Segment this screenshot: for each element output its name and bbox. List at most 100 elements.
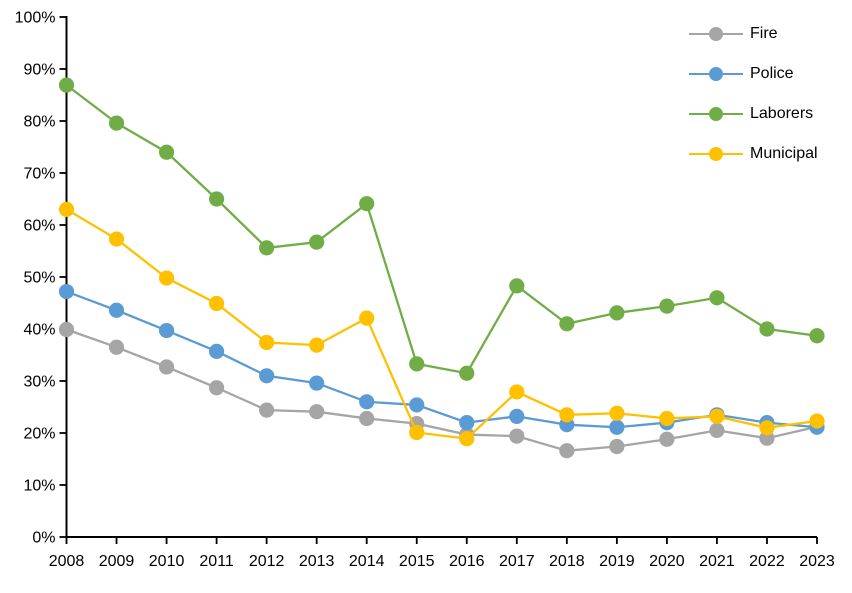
x-axis-label: 2009	[99, 553, 135, 570]
data-point-laborers	[709, 290, 725, 306]
legend-item-fire: Fire	[689, 14, 818, 54]
y-axis-label: 90%	[23, 62, 55, 79]
data-point-police	[259, 368, 275, 384]
data-point-municipal	[459, 431, 475, 447]
legend-item-police: Police	[689, 54, 818, 94]
data-point-laborers	[158, 144, 175, 160]
legend-item-municipal: Municipal	[689, 134, 818, 174]
x-axis-label: 2021	[699, 553, 735, 570]
y-axis-label: 20%	[23, 426, 55, 443]
data-point-municipal	[509, 384, 525, 400]
y-axis-label: 100%	[15, 10, 56, 27]
data-point-laborers	[609, 305, 625, 321]
data-point-fire	[209, 380, 225, 396]
data-point-municipal	[709, 408, 725, 424]
data-point-municipal	[609, 405, 625, 421]
data-point-laborers	[209, 191, 225, 207]
x-axis-label: 2020	[649, 553, 685, 570]
data-point-fire	[559, 443, 575, 459]
data-point-police	[609, 419, 625, 435]
municipal-series-swatch-icon	[689, 146, 743, 162]
data-point-municipal	[759, 420, 775, 436]
legend-label-laborers: Laborers	[750, 105, 814, 122]
data-point-fire	[158, 359, 175, 375]
y-axis-label: 80%	[23, 114, 55, 131]
data-point-laborers	[659, 298, 675, 314]
data-point-laborers	[759, 321, 775, 337]
legend: Fire Police Laborers Municipal	[689, 14, 818, 174]
x-axis-label: 2012	[249, 553, 285, 570]
x-axis-label: 2008	[49, 553, 85, 570]
data-point-laborers	[108, 115, 125, 131]
x-axis-label: 2010	[149, 553, 185, 570]
x-axis-label: 2018	[549, 553, 585, 570]
y-axis-label: 30%	[23, 374, 55, 391]
data-point-municipal	[58, 201, 75, 217]
x-axis-label: 2011	[199, 553, 234, 570]
x-axis-label: 2013	[299, 553, 335, 570]
data-point-police	[158, 322, 175, 339]
y-axis-label: 40%	[23, 322, 55, 339]
data-point-municipal	[559, 407, 575, 423]
data-point-police	[108, 302, 125, 318]
data-point-police	[58, 283, 75, 300]
data-point-laborers	[559, 316, 575, 332]
legend-label-municipal: Municipal	[750, 145, 818, 162]
data-point-municipal	[209, 295, 225, 312]
y-axis-label: 0%	[32, 530, 55, 547]
data-point-fire	[759, 430, 775, 446]
laborers-series-swatch-icon	[689, 106, 743, 122]
data-point-police	[359, 394, 375, 410]
data-point-fire	[309, 404, 325, 420]
police-series-swatch-icon	[689, 66, 743, 82]
legend-item-laborers: Laborers	[689, 94, 818, 134]
x-axis-label: 2017	[499, 553, 535, 570]
series-line-municipal	[65, 208, 818, 440]
data-point-municipal	[309, 337, 325, 353]
data-point-municipal	[158, 270, 175, 286]
data-point-municipal	[108, 231, 125, 247]
data-point-laborers	[809, 328, 825, 344]
data-point-police	[309, 375, 325, 391]
data-point-laborers	[259, 240, 275, 256]
data-point-fire	[709, 422, 725, 438]
data-point-laborers	[509, 278, 525, 294]
fire-series-swatch-icon	[689, 26, 743, 42]
x-axis-label: 2016	[449, 553, 485, 570]
data-point-fire	[359, 410, 375, 427]
data-point-municipal	[259, 334, 275, 351]
data-point-fire	[108, 339, 125, 355]
series-line-fire	[66, 328, 818, 452]
data-point-municipal	[809, 413, 825, 429]
data-point-police	[209, 343, 225, 359]
data-point-laborers	[309, 234, 325, 250]
data-point-municipal	[659, 410, 675, 427]
data-point-police	[509, 408, 525, 424]
y-axis-label: 60%	[23, 218, 55, 235]
series-line-police	[66, 290, 818, 429]
data-point-fire	[659, 431, 675, 447]
data-point-laborers	[58, 77, 75, 93]
data-point-fire	[509, 428, 525, 444]
series-line-laborers	[65, 84, 818, 375]
y-axis-label: 50%	[23, 270, 55, 287]
data-point-municipal	[409, 424, 425, 441]
data-point-fire	[259, 402, 275, 418]
data-point-laborers	[459, 365, 475, 381]
data-point-fire	[58, 321, 75, 338]
x-axis-label: 2022	[749, 553, 785, 570]
x-axis-label: 2023	[799, 553, 835, 570]
data-point-fire	[609, 438, 625, 455]
data-point-laborers	[409, 356, 425, 372]
data-point-police	[459, 415, 475, 431]
y-axis-label: 70%	[23, 166, 55, 183]
data-point-laborers	[359, 196, 375, 212]
data-point-municipal	[359, 310, 375, 326]
y-axis-label: 10%	[23, 478, 55, 495]
data-point-police	[409, 397, 425, 413]
legend-label-fire: Fire	[750, 25, 778, 42]
legend-label-police: Police	[750, 65, 794, 82]
x-axis-label: 2015	[399, 553, 435, 570]
